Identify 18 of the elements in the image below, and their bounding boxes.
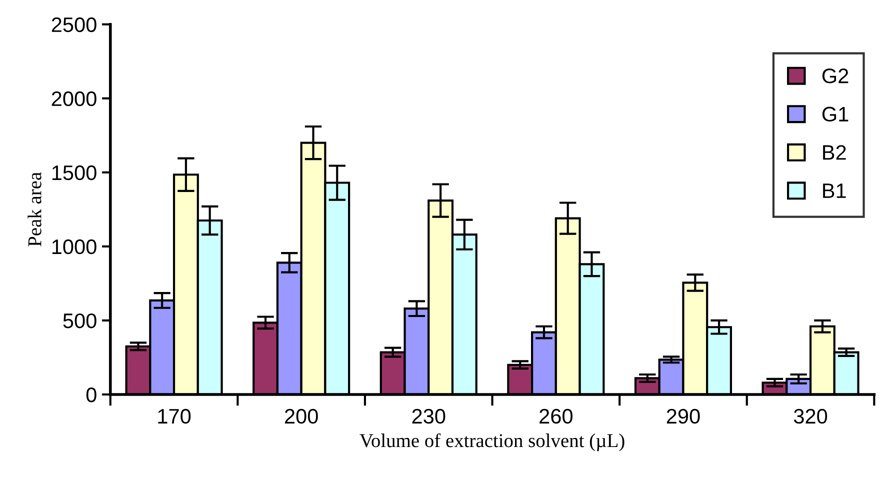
x-tick-label: 260	[540, 408, 572, 424]
y-tick-label: 500	[63, 313, 96, 328]
x-tick-label: 170	[158, 408, 191, 424]
y-axis-title: Peak area	[28, 172, 42, 246]
x-tick-label: 230	[412, 408, 446, 424]
legend-label: G2	[822, 68, 848, 84]
x-tick-label: 200	[284, 408, 318, 424]
y-tick-label: 0	[86, 387, 96, 402]
y-tick-label: 1000	[52, 239, 96, 254]
x-tick-label: 320	[794, 408, 828, 424]
y-tick-label: 2500	[52, 17, 96, 32]
legend-label: G1	[822, 106, 848, 122]
legend-label: B1	[823, 184, 846, 198]
y-tick-label: 1500	[52, 165, 96, 180]
legend-label: B2	[823, 145, 846, 160]
x-tick-label: 290	[666, 408, 700, 424]
x-axis-title: Volume of extraction solvent (µL)	[360, 433, 624, 452]
y-tick-label: 2000	[52, 91, 96, 106]
